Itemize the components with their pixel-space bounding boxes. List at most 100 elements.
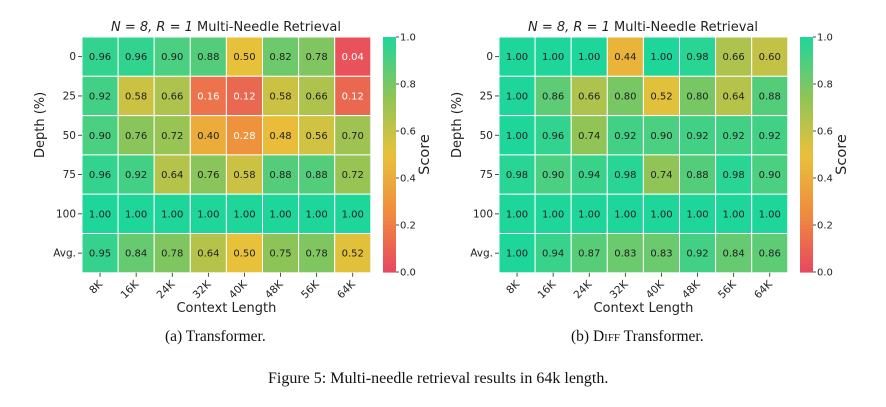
colorbar-tick-label: 0.6 bbox=[400, 127, 416, 138]
colorbar-segment bbox=[383, 248, 396, 254]
cell-value-label: 0.76 bbox=[197, 170, 219, 181]
heatmap-cell bbox=[189, 115, 227, 156]
y-tick-label: 100 bbox=[473, 208, 493, 220]
cell-value-label: 0.86 bbox=[759, 249, 781, 260]
colorbar-segment bbox=[800, 213, 813, 218]
colorbar-segment bbox=[800, 248, 813, 254]
colorbar-segment bbox=[383, 37, 396, 42]
cell-value-label: 0.98 bbox=[506, 170, 528, 181]
x-tick-label: 40K bbox=[227, 278, 251, 302]
cell-value-label: 0.74 bbox=[578, 131, 600, 142]
heatmap-cell bbox=[262, 75, 300, 117]
y-tick-label: 75 bbox=[63, 169, 76, 181]
x-tick-label: 48K bbox=[263, 278, 287, 302]
cell-value-label: 0.92 bbox=[125, 170, 147, 181]
cell-value-label: 1.00 bbox=[650, 209, 672, 220]
cell-value-label: 0.48 bbox=[269, 131, 291, 142]
y-tick-label: 50 bbox=[63, 130, 76, 142]
colorbar-segment bbox=[800, 127, 813, 132]
colorbar-segment bbox=[383, 115, 396, 120]
colorbar-segment bbox=[383, 127, 396, 132]
cell-value-label: 0.04 bbox=[342, 52, 364, 63]
colorbar-segment bbox=[800, 240, 813, 246]
colorbar-tick-label: 0.2 bbox=[400, 221, 416, 232]
cell-value-label: 1.00 bbox=[506, 249, 528, 260]
heatmap-cell bbox=[262, 36, 300, 77]
cell-value-label: 0.58 bbox=[125, 91, 147, 102]
cell-value-label: 0.66 bbox=[578, 91, 600, 102]
cell-value-label: 0.92 bbox=[89, 91, 111, 102]
cell-value-label: 1.00 bbox=[89, 209, 111, 220]
heatmap-cell bbox=[189, 75, 227, 117]
colorbar-segment bbox=[383, 209, 396, 214]
colorbar-segment bbox=[800, 185, 813, 191]
y-tick-label: 75 bbox=[480, 169, 493, 181]
y-tick-label: Avg. bbox=[53, 248, 76, 260]
chart-title-math: N = 8, R = 1 bbox=[111, 20, 193, 35]
cell-value-label: 0.60 bbox=[759, 52, 781, 63]
colorbar-tick-label: 0.8 bbox=[400, 80, 416, 91]
colorbar-segment bbox=[383, 150, 396, 156]
x-axis-label: Context Length bbox=[593, 301, 693, 316]
colorbar-segment bbox=[383, 107, 396, 113]
heatmap-cell bbox=[225, 233, 263, 274]
x-tick-label: 48K bbox=[680, 278, 704, 302]
colorbar-segment bbox=[800, 221, 813, 226]
cell-value-label: 0.92 bbox=[614, 131, 636, 142]
colorbar-tick-label: 0.8 bbox=[817, 80, 833, 91]
cell-value-label: 0.64 bbox=[723, 91, 745, 102]
cell-value-label: 0.66 bbox=[723, 52, 745, 63]
colorbar-segment bbox=[383, 80, 396, 85]
cell-value-label: 0.88 bbox=[269, 170, 291, 181]
chart-title-text: Multi-Needle Retrieval bbox=[193, 20, 341, 35]
colorbar-segment bbox=[383, 260, 396, 265]
colorbar-segment bbox=[800, 56, 813, 62]
colorbar-segment bbox=[800, 138, 813, 144]
heatmap-cell bbox=[262, 233, 300, 274]
colorbar-segment bbox=[800, 205, 813, 210]
cell-value-label: 0.90 bbox=[89, 131, 111, 142]
heatmap-cell bbox=[498, 36, 536, 77]
heatmap-cell bbox=[334, 233, 372, 274]
colorbar-segment bbox=[383, 95, 396, 101]
heatmap-cell bbox=[570, 233, 608, 274]
cell-value-label: 0.16 bbox=[197, 91, 219, 102]
colorbar-segment bbox=[800, 162, 813, 167]
colorbar-segment bbox=[383, 56, 396, 62]
colorbar-segment bbox=[800, 37, 813, 42]
cell-value-label: 1.00 bbox=[506, 91, 528, 102]
y-tick-label: 0 bbox=[486, 51, 493, 63]
colorbar-segment bbox=[800, 107, 813, 113]
colorbar-segment bbox=[383, 76, 396, 81]
cell-value-label: 1.00 bbox=[161, 209, 183, 220]
heatmap-cell bbox=[751, 233, 789, 274]
cell-value-label: 0.66 bbox=[306, 91, 328, 102]
colorbar-segment bbox=[383, 134, 396, 140]
colorbar-segment bbox=[383, 225, 396, 230]
subcaption-b-smallcaps: iff bbox=[604, 328, 621, 345]
x-tick-label: 64K bbox=[335, 278, 359, 302]
colorbar-segment bbox=[383, 52, 396, 58]
heatmap-cell bbox=[715, 193, 753, 234]
cell-value-label: 0.82 bbox=[269, 52, 291, 63]
subcaption-b-prefix: (b) D bbox=[571, 328, 605, 345]
colorbar-segment bbox=[383, 119, 396, 124]
cell-value-label: 0.88 bbox=[759, 91, 781, 102]
x-tick-label: 8K bbox=[87, 278, 106, 297]
heatmap-cell bbox=[225, 115, 263, 156]
colorbar-segment bbox=[800, 103, 813, 109]
chart-title: N = 8, R = 1 Multi-Needle Retrieval bbox=[528, 20, 758, 35]
colorbar-segment bbox=[800, 99, 813, 105]
cell-value-label: 0.84 bbox=[125, 249, 147, 260]
colorbar-segment bbox=[800, 170, 813, 175]
cell-value-label: 1.00 bbox=[125, 209, 147, 220]
x-tick-label: 16K bbox=[535, 278, 559, 302]
cell-value-label: 1.00 bbox=[542, 52, 564, 63]
x-tick-label: 32K bbox=[608, 278, 632, 302]
heatmap-cell bbox=[715, 75, 753, 117]
colorbar-segment bbox=[800, 252, 813, 257]
cell-value-label: 0.90 bbox=[161, 52, 183, 63]
colorbar-segment bbox=[383, 189, 396, 195]
colorbar-segment bbox=[800, 115, 813, 120]
x-tick-label: 24K bbox=[155, 278, 179, 302]
